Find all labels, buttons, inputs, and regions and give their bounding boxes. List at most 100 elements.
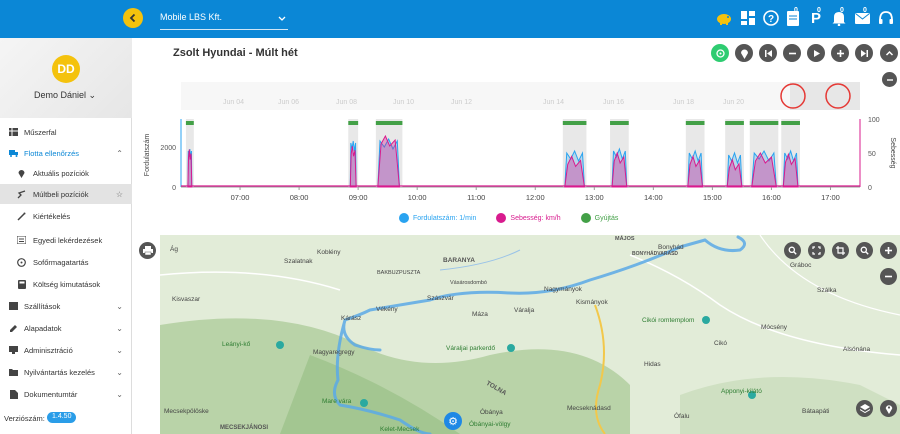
ignition-bar <box>725 121 744 125</box>
sidebar-item-alapadatok[interactable]: Alapadatok ⌄ <box>0 318 132 338</box>
crop-button[interactable] <box>832 242 849 259</box>
map-label: Szalatnak <box>284 258 313 265</box>
layers-button[interactable] <box>856 400 873 417</box>
piggy-bank-icon[interactable] <box>714 8 734 28</box>
add-location-button[interactable] <box>735 44 753 62</box>
map-label: Óbánya <box>480 409 503 416</box>
document-icon[interactable]: 0 <box>783 7 803 28</box>
search-icon <box>788 246 797 255</box>
ignition-band <box>610 119 629 187</box>
map-zoom-out-button[interactable] <box>880 268 897 285</box>
crosshair-icon <box>715 48 725 58</box>
leanyi-ko-marker[interactable] <box>276 341 284 349</box>
fit-bounds-button[interactable] <box>808 242 825 259</box>
print-button[interactable] <box>139 242 156 259</box>
navigator-background <box>181 82 860 110</box>
x-tick-label: 12:00 <box>526 193 545 202</box>
zoom-out-chart-button[interactable] <box>882 72 897 87</box>
document-badge: 0 <box>794 7 798 14</box>
star-icon[interactable]: ☆ <box>115 189 123 199</box>
speed-area <box>687 154 704 188</box>
sidebar-item-koltseg[interactable]: Költség kimutatások <box>0 274 132 294</box>
message-icon[interactable]: 0 <box>852 7 872 28</box>
wand-icon <box>17 212 26 221</box>
sidebar-item-sofor[interactable]: Sofőrmagatartás <box>0 252 132 272</box>
map-canvas[interactable]: ⚙ <box>160 235 900 434</box>
map[interactable]: ⚙ Ág Koblény Szalatnak BARANYA BAKBUZPUS… <box>160 235 900 434</box>
chevron-down-icon: ⌄ <box>116 301 123 311</box>
x-tick-label: 08:00 <box>290 193 309 202</box>
sidebar-item-label: Alapadatok <box>24 323 62 333</box>
navigator-label: Jun 10 <box>393 99 414 106</box>
faster-button[interactable] <box>831 44 849 62</box>
company-select[interactable]: Mobile LBS Kft. <box>160 12 288 30</box>
chevron-up-icon: ⌃ <box>116 148 123 158</box>
headset-icon[interactable] <box>876 8 896 28</box>
sidebar-item-flotta[interactable]: Flotta ellenőrzés ⌃ <box>0 143 132 163</box>
list-icon <box>17 236 26 244</box>
legend-item-speed[interactable]: Sebesség: km/h <box>496 213 561 223</box>
sidebar-item-label: Múltbeli pozíciók <box>33 189 89 199</box>
route-path[interactable] <box>333 235 746 434</box>
map-zoom-search-button[interactable] <box>856 242 873 259</box>
sidebar-item-nyilvantartas[interactable]: Nyilvántartás kezelés ⌄ <box>0 362 132 382</box>
legend-item-ignition[interactable]: Gyújtás <box>580 213 618 223</box>
skip-start-button[interactable] <box>759 44 777 62</box>
sidebar-item-multbeli[interactable]: Múltbeli pozíciók ☆ <box>0 184 132 204</box>
chart-panel: Zsolt Hyundai - Múlt hét Jun 04 Jun 06 Jun… <box>133 38 900 235</box>
map-label: Kisvaszar <box>172 296 201 303</box>
dashboard-icon[interactable] <box>738 8 758 28</box>
varaljai-parkerdo-marker[interactable] <box>507 344 515 352</box>
x-tick-label: 07:00 <box>231 193 250 202</box>
center-button[interactable] <box>711 44 729 62</box>
map-label: Cikó <box>714 340 728 347</box>
ignition-bar <box>685 121 705 125</box>
apponyi-kilato-marker[interactable] <box>748 391 756 399</box>
skip-end-button[interactable] <box>855 44 873 62</box>
chevron-up-icon <box>885 50 893 56</box>
sidebar-item-aktualis[interactable]: Aktuális pozíciók <box>0 163 132 183</box>
help-icon[interactable]: ? <box>761 8 781 28</box>
sidebar-item-szallitasok[interactable]: Szállítások ⌄ <box>0 296 132 316</box>
sidebar-item-kiertekeles[interactable]: Kiértékelés <box>0 206 132 226</box>
sidebar-item-dokumentumtar[interactable]: Dokumentumtár ⌄ <box>0 384 132 404</box>
map-label: Ófalu <box>674 413 690 420</box>
vehicle-marker[interactable] <box>444 412 462 430</box>
y-tick-right: 50 <box>868 151 876 158</box>
parking-icon[interactable]: P 0 <box>806 7 826 28</box>
map-label: Vékény <box>376 306 398 313</box>
map-label: Bátaapáti <box>802 408 830 415</box>
map-search-button[interactable] <box>784 242 801 259</box>
play-button[interactable] <box>807 44 825 62</box>
y-axis-title-right: Sebesség <box>889 137 896 168</box>
ciko-romtemplom-marker[interactable] <box>702 316 710 324</box>
legend-item-rpm[interactable]: Fordulatszám: 1/min <box>399 213 476 223</box>
sidebar-item-label: Kiértékelés <box>33 211 71 221</box>
mare-vara-marker[interactable] <box>360 399 368 407</box>
chevron-left-icon <box>129 13 136 23</box>
zoom-icon <box>860 246 869 255</box>
avatar[interactable]: DD <box>52 55 80 83</box>
map-label: Apponyi-kilátó <box>721 388 762 395</box>
ignition-bar <box>348 121 359 125</box>
slower-button[interactable] <box>783 44 801 62</box>
map-label: Mócsény <box>761 324 788 331</box>
sidebar-item-adminisztracio[interactable]: Adminisztráció ⌄ <box>0 340 132 360</box>
chevron-down-icon: ⌄ <box>116 345 123 355</box>
expand-icon <box>812 246 821 255</box>
user-menu[interactable]: Demo Dániel ⌄ <box>34 90 96 101</box>
notification-icon[interactable]: 0 <box>829 7 849 28</box>
map-label: Váraljai parkerdő <box>446 345 496 352</box>
crop-icon <box>836 246 845 255</box>
sidebar-item-muszerfal[interactable]: Műszerfal <box>0 122 132 142</box>
location-button[interactable] <box>880 400 897 417</box>
collapse-chart-button[interactable] <box>880 44 898 62</box>
map-zoom-in-button[interactable] <box>880 242 897 259</box>
speed-area <box>611 151 628 188</box>
speed-area <box>564 155 586 188</box>
sidebar-item-label: Dokumentumtár <box>24 389 78 399</box>
back-button[interactable] <box>123 8 143 28</box>
map-label: Kismányok <box>576 299 608 306</box>
navigator-label: Jun 12 <box>451 99 472 106</box>
sidebar-item-egyedi[interactable]: Egyedi lekérdezések <box>0 230 132 250</box>
